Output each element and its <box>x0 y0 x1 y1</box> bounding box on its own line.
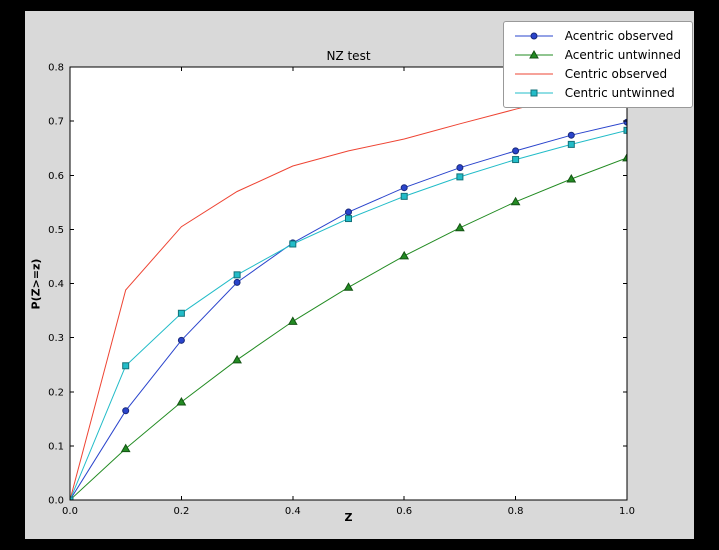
series-markers-centric-untwinned <box>70 126 627 500</box>
legend-line-sample <box>514 32 553 40</box>
y-tick-label: 0.1 <box>48 441 64 452</box>
y-tick-label: 0.0 <box>48 496 64 507</box>
legend-item-centric-observed: Centric observed <box>513 65 681 83</box>
legend-item-centric-untwinned: Centric untwinned <box>513 84 681 102</box>
legend-label: Acentric untwinned <box>564 48 681 62</box>
chart-title: NZ test <box>326 49 371 63</box>
legend-item-acentric-untwinned: Acentric untwinned <box>513 46 681 64</box>
legend-line-sample <box>514 89 553 97</box>
y-tick-label: 0.5 <box>48 225 64 236</box>
tick-labels: 0.0 0.2 0.4 0.6 0.8 1.0 0.0 0.1 0.2 0.3 0.4 0.5 0.6 0… <box>48 63 635 518</box>
x-tick-label: 0.2 <box>173 506 189 517</box>
y-axis-label: P(Z>=z) <box>29 258 43 310</box>
y-tick-label: 0.3 <box>48 333 64 344</box>
y-tick-label: 0.7 <box>48 117 64 128</box>
legend-label: Acentric observed <box>564 29 674 43</box>
x-tick-label: 1.0 <box>619 506 635 517</box>
legend-line-sample <box>514 73 553 75</box>
x-tick-label: 0.4 <box>285 506 301 517</box>
y-tick-label: 0.2 <box>48 387 64 398</box>
legend-line-sample <box>514 49 553 59</box>
y-tick-label: 0.6 <box>48 171 64 182</box>
x-tick-label: 0.8 <box>508 506 524 517</box>
legend-label: Centric untwinned <box>564 86 675 100</box>
y-tick-label: 0.4 <box>48 279 64 290</box>
x-tick-label: 0.6 <box>396 506 412 517</box>
x-axis-label: Z <box>344 511 353 524</box>
legend-label: Centric observed <box>564 67 668 81</box>
legend-item-acentric-observed: Acentric observed <box>513 27 681 45</box>
legend-box: Acentric observed Acentric untwinned Cen… <box>502 21 693 108</box>
y-tick-label: 0.8 <box>48 63 64 74</box>
x-tick-label: 0.0 <box>62 506 78 517</box>
